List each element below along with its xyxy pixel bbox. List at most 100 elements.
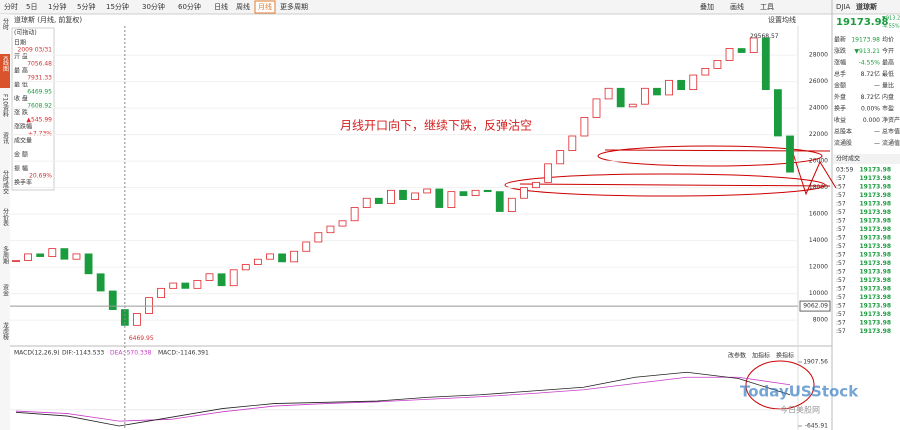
macd-button[interactable]: 换指标 xyxy=(776,352,794,360)
crosshair-price: 9062.09 xyxy=(803,303,828,310)
min-label: 6469.95 xyxy=(129,335,154,342)
side-tab[interactable]: 资讯 xyxy=(2,131,9,145)
candle xyxy=(302,241,311,252)
candle xyxy=(387,189,395,204)
quote-label2: 净资产 xyxy=(882,116,900,124)
candle xyxy=(326,225,335,234)
candle xyxy=(266,253,274,260)
quote-value: -4.55% xyxy=(859,60,881,67)
quote-label2: 量比 xyxy=(882,82,894,90)
candle xyxy=(423,188,432,194)
candle xyxy=(217,273,226,287)
candle xyxy=(193,280,202,289)
y-tick-label: 16000 xyxy=(809,211,828,218)
tool-button[interactable]: 画线 xyxy=(730,2,744,11)
tab[interactable]: 15分钟 xyxy=(106,2,129,11)
tab[interactable]: 5分钟 xyxy=(77,2,95,11)
candle xyxy=(604,87,613,100)
trade-time: :57 xyxy=(836,269,846,276)
candle xyxy=(48,248,57,257)
candle xyxy=(507,197,516,212)
tab[interactable]: 日线 xyxy=(214,2,228,11)
y-tick-label: 24000 xyxy=(809,105,828,112)
side-tab[interactable]: 分时 xyxy=(2,17,9,30)
tab[interactable]: 月线 xyxy=(258,2,272,11)
macd-button[interactable]: 改参数 xyxy=(728,352,746,360)
trade-time: :57 xyxy=(836,209,846,216)
tab[interactable]: 30分钟 xyxy=(142,2,165,11)
side-tab[interactable]: 资金 xyxy=(2,283,9,296)
y-tick-label: 10000 xyxy=(809,290,828,297)
trade-time: :57 xyxy=(836,175,846,182)
quote-value: 0.00% xyxy=(861,106,880,113)
sidebar-bg xyxy=(0,14,10,430)
info-value: 7931.33 xyxy=(27,75,52,82)
macd-dea: DEA:-570.338 xyxy=(110,350,152,357)
candle xyxy=(556,150,565,165)
mark-line xyxy=(604,149,831,152)
y-tick-label: 26000 xyxy=(809,78,828,85)
info-value: +7.73% xyxy=(28,131,52,138)
candle xyxy=(616,87,625,108)
candle xyxy=(108,290,117,310)
info-value: ▲545.99 xyxy=(26,117,52,124)
info-value: 20.69% xyxy=(29,173,52,180)
side-tab[interactable]: 多周期 xyxy=(2,245,9,265)
side-tab[interactable]: K线图 xyxy=(2,56,9,73)
info-label: 最 低 xyxy=(14,81,28,89)
quote-change: ▼913.21 xyxy=(882,16,900,22)
tab[interactable]: 5日 xyxy=(26,3,37,11)
macd-line xyxy=(15,371,791,427)
candle xyxy=(374,197,383,204)
info-label: 日期 xyxy=(14,39,26,47)
tool-button[interactable]: 叠加 xyxy=(700,2,714,11)
trade-price: 19173.98 xyxy=(859,167,891,174)
candle xyxy=(72,253,81,260)
trade-time: :57 xyxy=(836,218,846,225)
candle xyxy=(592,98,601,118)
quote-label2: 内盘 xyxy=(882,93,894,101)
trades-title: 分时成交 xyxy=(836,155,860,163)
quote-label2: 最高 xyxy=(882,59,894,67)
candle xyxy=(241,264,250,271)
quote-label2: 最低 xyxy=(882,70,894,78)
watermark-cn: 今日美股网 xyxy=(780,405,820,415)
candle xyxy=(157,287,166,299)
candle xyxy=(532,181,540,189)
side-tab[interactable]: 分价表 xyxy=(2,207,9,227)
tab[interactable]: 1分钟 xyxy=(48,2,66,11)
macd-button[interactable]: 加指标 xyxy=(752,352,770,360)
macd-tick-label: -645.91 xyxy=(805,423,828,430)
trade-price: 19173.98 xyxy=(859,294,891,301)
candle xyxy=(60,248,69,260)
info-value: 7608.92 xyxy=(27,103,52,110)
side-tab[interactable]: 分时成交 xyxy=(2,169,9,195)
trade-time: :57 xyxy=(836,277,846,284)
candle xyxy=(350,207,359,222)
candle xyxy=(701,68,710,76)
tool-button[interactable]: 工具 xyxy=(760,3,774,11)
candle xyxy=(761,37,770,91)
side-tab[interactable]: F10资料 xyxy=(2,94,9,118)
info-label: 振 幅 xyxy=(14,165,28,173)
tab[interactable]: 60分钟 xyxy=(178,2,201,11)
tab[interactable]: 更多周期 xyxy=(280,2,308,11)
quote-label2: 今开 xyxy=(882,47,894,55)
side-tab[interactable]: 龙虎榜 xyxy=(2,321,9,341)
trade-time: :57 xyxy=(836,243,846,250)
tab[interactable]: 分时 xyxy=(4,2,18,11)
candle xyxy=(725,48,734,61)
candle xyxy=(314,232,323,243)
candle xyxy=(580,117,589,137)
quote-label2: 均价 xyxy=(882,36,894,44)
ma-setting[interactable]: 设置均线 xyxy=(768,15,796,24)
tab[interactable]: 周线 xyxy=(236,2,250,11)
quote-label2: 流通值 xyxy=(882,139,900,147)
info-value: 6469.95 xyxy=(27,89,52,96)
info-value: 7056.48 xyxy=(27,61,52,68)
candle xyxy=(640,87,649,105)
quote-value: ▼913.21 xyxy=(854,48,880,55)
trade-price: 19173.98 xyxy=(859,201,891,208)
y-tick-label: 28000 xyxy=(809,52,828,59)
